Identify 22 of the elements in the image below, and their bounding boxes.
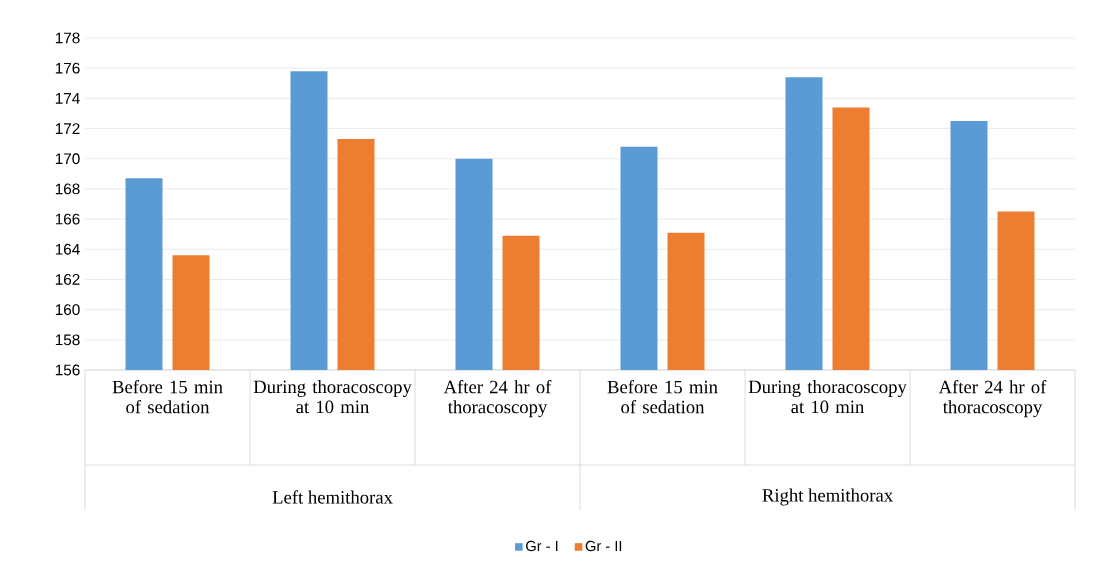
y-tick-label: 166: [55, 213, 80, 225]
text: Left hemithorax: [272, 490, 393, 504]
legend-label: Gr - II: [585, 540, 622, 552]
y-tick-label: 176: [55, 62, 80, 74]
x-tick-label: Before 15 min of sedation: [112, 380, 223, 414]
x-tick-label: After 24 hr of thoracoscopy: [938, 380, 1047, 418]
y-tick-label: 156: [55, 364, 80, 376]
x-tick-label: Before 15 min of sedation: [607, 380, 718, 414]
y-tick-label: 162: [55, 274, 80, 285]
y-tick-label: 158: [55, 334, 80, 346]
y-tick-label: 168: [55, 183, 80, 195]
x-tick-label: During thoracoscopy at 10 min: [748, 380, 907, 414]
y-tick-label: 160: [55, 304, 80, 316]
x-tick-label: During thoracoscopy at 10 min: [253, 380, 412, 414]
y-tick-label: 174: [55, 93, 80, 104]
text: Right hemithorax: [762, 488, 893, 506]
y-tick-label: 172: [55, 123, 80, 134]
x-tick-label: After 24 hr of thoracoscopy: [443, 380, 552, 418]
y-tick-label: 178: [55, 32, 80, 44]
y-tick-label: 170: [55, 153, 80, 165]
legend-label: Gr - I: [526, 540, 558, 552]
y-tick-label: 164: [55, 243, 80, 255]
